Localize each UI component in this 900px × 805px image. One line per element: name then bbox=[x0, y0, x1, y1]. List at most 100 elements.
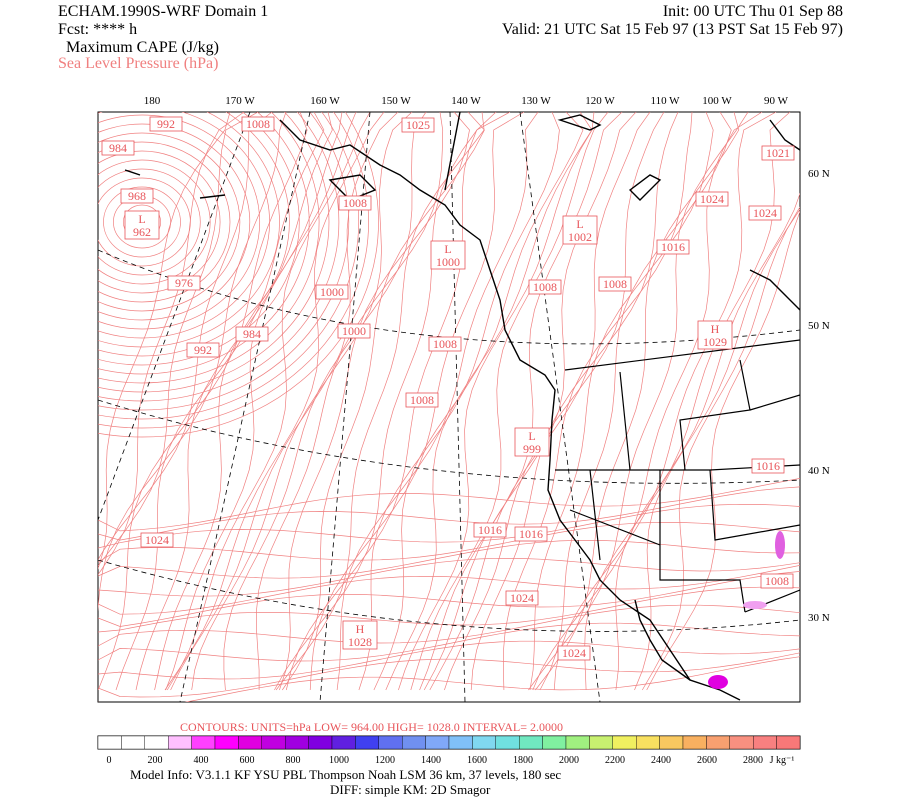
colorbar-swatch bbox=[425, 735, 450, 750]
contour bbox=[98, 112, 359, 420]
colorbar-label: 0 bbox=[107, 755, 112, 766]
contour bbox=[98, 114, 261, 330]
label-box bbox=[140, 532, 174, 548]
contour bbox=[98, 112, 300, 366]
field-name: Sea Level Pressure (hPa) bbox=[58, 55, 218, 72]
latitude-label: 40 N bbox=[808, 465, 830, 477]
label-box bbox=[760, 573, 794, 589]
label-box bbox=[514, 526, 548, 542]
contour bbox=[98, 150, 221, 294]
colorbar-swatch bbox=[706, 735, 731, 750]
contour bbox=[358, 112, 560, 691]
label-box bbox=[101, 140, 135, 156]
contour-label: 1024 bbox=[510, 591, 534, 605]
contour bbox=[535, 112, 740, 691]
contour bbox=[398, 112, 595, 691]
contour bbox=[98, 112, 259, 567]
init-time: Init: 00 UTC Thu 01 Sep 88 bbox=[663, 3, 843, 20]
contour-label: 1016 bbox=[756, 459, 780, 473]
colorbar-swatch bbox=[378, 735, 403, 750]
contour bbox=[275, 112, 485, 691]
label-box bbox=[401, 117, 435, 133]
label-box bbox=[473, 522, 507, 538]
contour-info: CONTOURS: UNITS=hPa LOW= 964.00 HIGH= 10… bbox=[180, 720, 563, 734]
pressure-center: H bbox=[356, 622, 365, 636]
pressure-center: H bbox=[711, 322, 720, 336]
contour-label: 1008 bbox=[533, 280, 557, 294]
contour-label: 1008 bbox=[433, 337, 457, 351]
contour-label: 992 bbox=[194, 343, 212, 357]
title: ECHAM.1990S-WRF Domain 1 bbox=[58, 3, 268, 20]
contour-label: 968 bbox=[128, 189, 146, 203]
model-info: DIFF: simple KM: 2D Smagor bbox=[330, 782, 491, 797]
colorbar-swatch bbox=[448, 735, 473, 750]
colorbar-label: 1600 bbox=[467, 755, 487, 766]
contour bbox=[223, 112, 427, 691]
contour-label: 984 bbox=[243, 327, 261, 341]
label-box bbox=[235, 326, 269, 342]
pressure-value: 1028 bbox=[348, 635, 372, 649]
colorbar-label: 1400 bbox=[421, 755, 441, 766]
contour bbox=[634, 208, 800, 691]
valid-time: Valid: 21 UTC Sat 15 Feb 97 (13 PST Sat … bbox=[502, 21, 843, 38]
contour bbox=[98, 604, 800, 647]
colorbar-swatch bbox=[191, 735, 216, 750]
contour bbox=[98, 123, 251, 321]
contour bbox=[98, 132, 241, 312]
colorbar-label: 1200 bbox=[375, 755, 395, 766]
label-box bbox=[748, 205, 782, 221]
contour-label: 1025 bbox=[406, 118, 430, 132]
label-box bbox=[505, 590, 539, 606]
contour bbox=[98, 159, 211, 285]
contour bbox=[274, 112, 497, 691]
contour bbox=[528, 112, 749, 691]
longitude-label: 150 W bbox=[381, 95, 411, 107]
contour-label: 1021 bbox=[766, 146, 790, 160]
label-box bbox=[557, 645, 591, 661]
colorbar-label: 1000 bbox=[329, 755, 349, 766]
colorbar-label: 600 bbox=[240, 755, 255, 766]
colorbar-swatch bbox=[612, 735, 637, 750]
contour-label: 1000 bbox=[342, 324, 366, 338]
label-box bbox=[428, 336, 462, 352]
contour-label: 1016 bbox=[519, 527, 543, 541]
label-box bbox=[149, 116, 183, 132]
contour bbox=[164, 112, 385, 691]
contour bbox=[98, 521, 800, 563]
label-box bbox=[315, 284, 349, 300]
contour bbox=[98, 112, 273, 561]
cape-shading bbox=[708, 531, 785, 689]
colorbar-label: 2800 bbox=[743, 755, 763, 766]
pressure-center: L bbox=[138, 212, 145, 226]
colorbar-swatch bbox=[565, 735, 590, 750]
label-box bbox=[761, 145, 795, 161]
label-box bbox=[241, 116, 275, 132]
contour bbox=[98, 112, 290, 357]
label-box bbox=[656, 239, 690, 255]
colorbar-label: 800 bbox=[286, 755, 301, 766]
contour-label: 1008 bbox=[603, 277, 627, 291]
colorbar-swatch bbox=[402, 735, 426, 750]
contour bbox=[646, 210, 800, 691]
colorbar-swatch bbox=[121, 735, 146, 750]
colorbar-label: 1800 bbox=[513, 755, 533, 766]
label-box bbox=[342, 620, 378, 650]
contour bbox=[98, 622, 800, 662]
contour bbox=[470, 112, 679, 691]
colorbar-swatch bbox=[542, 735, 567, 750]
colorbar-swatch bbox=[355, 735, 379, 750]
label-box bbox=[695, 191, 729, 207]
contour bbox=[444, 112, 665, 691]
contour bbox=[98, 112, 310, 375]
label-box bbox=[430, 240, 466, 270]
colorbar-swatch bbox=[261, 735, 286, 750]
contour bbox=[98, 112, 330, 393]
contour bbox=[98, 640, 800, 680]
contour bbox=[98, 112, 308, 691]
contour bbox=[98, 539, 800, 579]
label-box bbox=[167, 275, 201, 291]
colorbar-swatch bbox=[729, 735, 754, 750]
contour bbox=[419, 112, 623, 691]
colorbar-swatch bbox=[495, 735, 520, 750]
